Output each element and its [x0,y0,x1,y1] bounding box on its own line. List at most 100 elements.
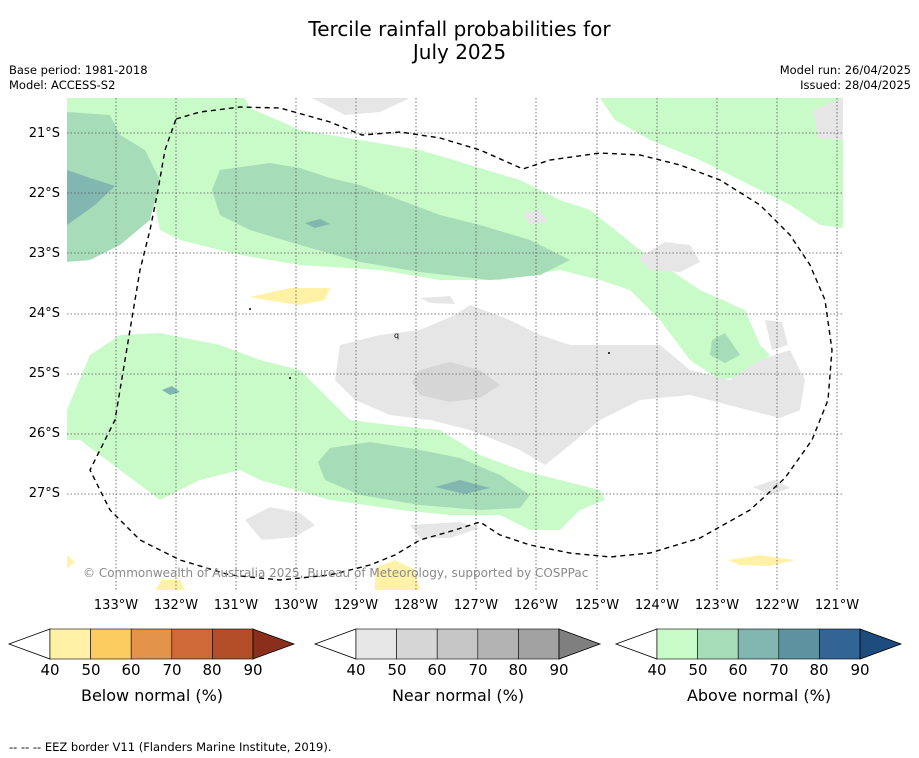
colorbar-tick: 90 [850,661,870,679]
below-normal-region-se [728,555,795,566]
lon-label: 124°W [634,598,680,613]
colorbar-tick: 50 [81,661,101,679]
near-normal-region-e2 [765,320,788,350]
lon-label: 123°W [694,598,740,613]
eez-footer-note: -- -- -- EEZ border V11 (Flanders Marine… [9,740,332,754]
colorbar-tick: 40 [40,661,60,679]
issued-date: Issued: 28/04/2025 [800,78,911,92]
above-normal-colorbar [614,628,903,660]
lat-label: 26°S [28,426,60,441]
colorbar-swatch [130,628,173,660]
colorbar-tick: 60 [728,661,748,679]
model-name: Model: ACCESS-S2 [9,78,116,92]
colorbar-swatch [737,628,780,660]
copyright-notice: © Commonwealth of Australia 2025, Bureau… [83,566,589,580]
below-normal-colorbar [7,628,296,660]
graticule [67,98,843,590]
lon-label: 127°W [453,598,499,613]
lat-label: 22°S [28,186,60,201]
meta-left: Base period: 1981-2018 Model: ACCESS-S2 [9,63,148,93]
lat-label: 27°S [28,486,60,501]
colorbar-min-extension [614,628,658,660]
colorbar-tick: 70 [162,661,182,679]
below-normal-region-sw [155,580,185,590]
colorbar-swatch [518,628,560,660]
colorbar-max-extension [859,628,903,660]
colorbar-swatch [355,628,397,660]
above-normal-60-spot-west [162,386,180,395]
colorbar-swatch [171,628,213,660]
lat-label: 25°S [28,366,60,381]
colorbar-max-extension [558,628,602,660]
colorbar-swatch [697,628,739,660]
colorbar-min-extension [313,628,357,660]
lat-label: 24°S [28,306,60,321]
near-normal-region-se [753,480,790,495]
colorbar-tick: 60 [121,661,141,679]
lon-label: 121°W [814,598,860,613]
lon-label: 129°W [333,598,379,613]
near-normal-region-north [312,98,410,115]
lat-label: 23°S [28,246,60,261]
lat-label: 21°S [28,126,60,141]
above-normal-50-region-center [212,163,570,280]
colorbar-tick: 50 [387,661,407,679]
near-normal-region-ne [813,98,843,140]
colorbar-swatch [819,628,861,660]
colorbar-tick: 70 [769,661,789,679]
colorbar-swatch [49,628,91,660]
lon-label: 133°W [93,598,139,613]
probability-map: q [67,98,843,590]
lon-label: 131°W [213,598,259,613]
colorbar-swatch [396,628,438,660]
above-normal-label: Above normal (%) [686,686,832,705]
near-normal-region-small [525,210,548,224]
colorbar-tick: 70 [468,661,488,679]
near-normal-colorbar [313,628,602,660]
colorbar-tick: 60 [427,661,447,679]
below-normal-region [250,288,330,305]
colorbar-tick: 80 [508,661,528,679]
colorbar-min-extension [7,628,51,660]
above-normal-50-region-south [318,442,530,510]
above-normal-60-spot [305,219,330,228]
above-normal-50-region-east [710,333,740,363]
colorbar-tick: 40 [346,661,366,679]
lon-label: 125°W [574,598,620,613]
colorbar-max-extension [252,628,296,660]
above-normal-region-ne [600,98,843,228]
near-normal-label: Near normal (%) [391,686,525,705]
near-normal-region-mid [420,296,455,304]
title-line-2: July 2025 [412,40,507,64]
near-normal-region [335,305,805,465]
colorbar-tick: 80 [202,661,222,679]
eez-border [89,106,833,581]
svg-text:q: q [394,331,399,340]
meta-right: Model run: 26/04/2025 Issued: 28/04/2025 [780,63,911,93]
near-normal-region-s [410,522,480,538]
lon-label: 132°W [153,598,199,613]
colorbar-swatch [656,628,698,660]
below-normal-label: Below normal (%) [80,686,224,705]
colorbar-legend [7,628,903,660]
colorbar-swatch [778,628,820,660]
colorbar-tick: 90 [243,661,263,679]
lon-label: 128°W [393,598,439,613]
above-normal-60-region [67,170,115,225]
base-period: Base period: 1981-2018 [9,63,148,77]
lon-label: 130°W [273,598,319,613]
lon-label: 122°W [754,598,800,613]
below-normal-region-s [375,560,420,590]
below-normal-region-w [67,555,75,568]
colorbar-tick: 80 [809,661,829,679]
map-title: Tercile rainfall probabilities for July … [0,18,919,64]
near-normal-region-sw [245,507,315,540]
colorbar-tick: 90 [549,661,569,679]
near-normal-region-e [638,242,700,272]
colorbar-swatch [90,628,132,660]
model-run: Model run: 26/04/2025 [779,63,911,77]
near-normal-50-region [412,362,500,402]
title-line-1: Tercile rainfall probabilities for [308,17,611,41]
colorbar-swatch [477,628,519,660]
colorbar-swatch [212,628,254,660]
